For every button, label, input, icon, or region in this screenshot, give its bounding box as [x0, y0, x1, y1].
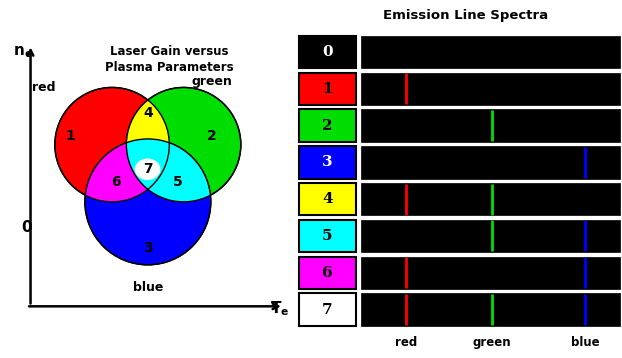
Text: 6: 6	[322, 266, 333, 280]
Text: green: green	[473, 336, 511, 349]
Text: 2: 2	[207, 129, 217, 143]
Text: 6: 6	[111, 175, 121, 189]
Text: blue: blue	[132, 281, 163, 294]
Text: blue: blue	[571, 336, 600, 349]
Text: 4: 4	[322, 192, 333, 206]
Bar	[361, 36, 620, 68]
Bar	[361, 183, 620, 216]
Text: Laser Gain versus
Plasma Parameters: Laser Gain versus Plasma Parameters	[105, 44, 234, 73]
Text: Emission Line Spectra: Emission Line Spectra	[383, 9, 548, 22]
Text: 3: 3	[322, 155, 333, 169]
Bar	[299, 256, 356, 289]
Ellipse shape	[135, 159, 160, 180]
Text: 3: 3	[143, 241, 152, 255]
Circle shape	[126, 87, 241, 202]
Bar	[361, 109, 620, 142]
Text: red: red	[395, 336, 417, 349]
Text: 1: 1	[66, 129, 75, 143]
Text: red: red	[32, 81, 55, 94]
Text: green: green	[192, 75, 233, 88]
Text: 5: 5	[173, 175, 183, 189]
Circle shape	[126, 87, 241, 202]
Bar	[361, 220, 620, 252]
Bar	[299, 73, 356, 105]
Text: $\mathbf{n_e}$: $\mathbf{n_e}$	[14, 44, 33, 60]
Bar	[299, 293, 356, 326]
Bar	[299, 146, 356, 179]
Circle shape	[55, 87, 169, 202]
Bar	[361, 73, 620, 105]
Bar	[299, 36, 356, 68]
Bar	[299, 183, 356, 216]
Text: 0: 0	[21, 220, 32, 235]
Text: 1: 1	[322, 82, 333, 96]
Text: 7: 7	[143, 162, 152, 176]
Bar	[361, 293, 620, 326]
Circle shape	[85, 139, 211, 265]
Text: 0: 0	[322, 45, 333, 59]
Text: 5: 5	[322, 229, 333, 243]
Circle shape	[55, 87, 169, 202]
Bar	[299, 109, 356, 142]
Bar	[361, 256, 620, 289]
Text: 7: 7	[322, 303, 333, 316]
Bar	[361, 146, 620, 179]
Text: 2: 2	[322, 118, 333, 132]
Bar	[299, 220, 356, 252]
Circle shape	[55, 87, 169, 202]
Text: 4: 4	[143, 106, 153, 120]
Text: $\mathbf{T_e}$: $\mathbf{T_e}$	[270, 299, 289, 318]
